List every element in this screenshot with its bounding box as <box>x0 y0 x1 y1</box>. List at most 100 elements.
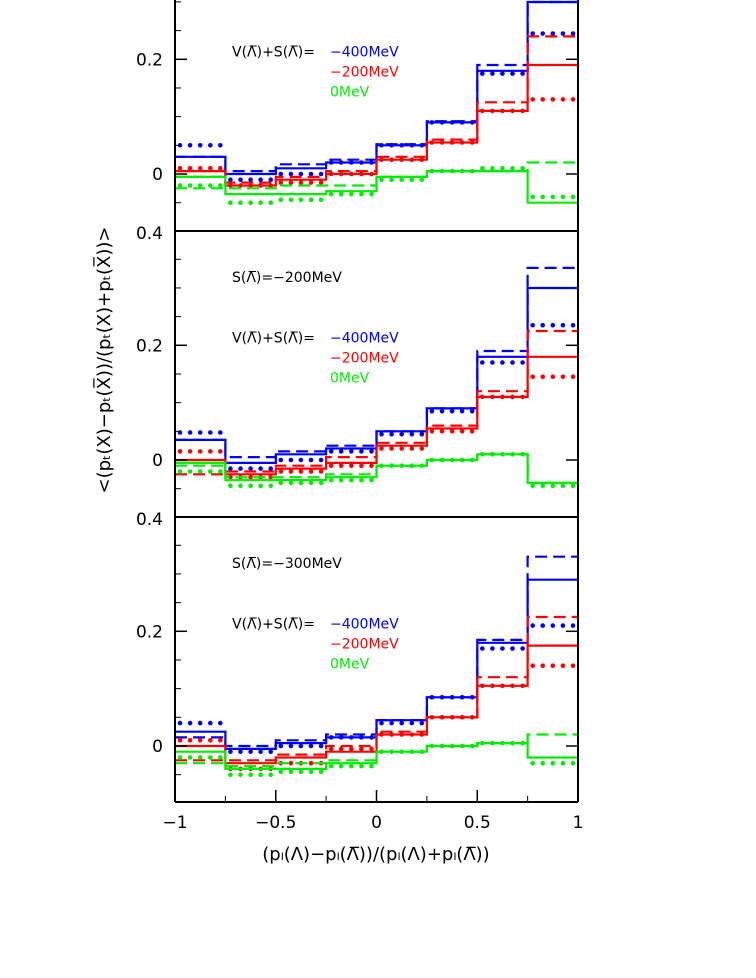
dot-marker <box>328 763 334 769</box>
dot-marker <box>510 108 515 114</box>
dot-marker <box>459 168 465 174</box>
dot-marker <box>208 720 213 726</box>
dot-marker <box>429 695 435 700</box>
dot-marker <box>389 157 394 162</box>
dot-marker <box>338 449 344 454</box>
dot-marker <box>288 197 294 203</box>
dot-marker <box>510 740 515 746</box>
series-line-dashed <box>175 555 578 748</box>
dot-marker <box>208 430 213 435</box>
dot-marker <box>570 483 576 489</box>
legend-prefix: V(Λ̅)+S(Λ̅)= <box>232 330 315 346</box>
legend-entry: −400MeV <box>330 44 399 60</box>
dot-marker <box>197 469 203 474</box>
dot-marker <box>238 200 243 205</box>
dot-marker <box>480 740 485 746</box>
series-line-solid <box>175 578 578 750</box>
dot-marker <box>318 769 324 775</box>
dot-marker <box>288 760 294 766</box>
dot-marker <box>480 452 485 457</box>
dot-marker <box>560 623 566 628</box>
dot-marker <box>369 477 374 483</box>
dot-marker <box>218 430 223 435</box>
dot-marker <box>238 483 243 489</box>
dot-marker <box>228 200 233 205</box>
dot-marker <box>328 171 334 177</box>
dot-marker <box>389 749 394 754</box>
dot-marker <box>268 200 274 205</box>
panel-2: 0 0.2 0.4 S(Λ̅)=−200MeV V(Λ̅)+S(Λ̅)= −400MeV −… <box>136 224 578 490</box>
dot-marker <box>399 431 405 437</box>
dot-marker <box>308 180 314 185</box>
dot-marker <box>570 31 576 36</box>
dot-marker <box>409 446 415 451</box>
dot-marker <box>218 755 223 760</box>
dot-marker <box>490 683 495 689</box>
dot-marker <box>268 183 274 188</box>
dot-marker <box>429 457 435 463</box>
dot-marker <box>550 322 556 328</box>
x-tick-label: 0 <box>371 813 382 833</box>
dot-marker <box>570 623 576 628</box>
dot-marker <box>480 166 485 171</box>
dot-marker <box>369 463 374 469</box>
panel-1: 00.2S(Λ̅)=−100MeVV(Λ̅)+S(Λ̅)=−400MeV−200… <box>136 0 578 205</box>
dot-marker <box>439 409 445 414</box>
dot-marker <box>500 646 505 651</box>
dot-marker <box>268 474 274 480</box>
panels: 00.2S(Λ̅)=−100MeVV(Λ̅)+S(Λ̅)=−400MeV−200… <box>136 0 578 777</box>
dot-marker <box>238 183 243 188</box>
panel-3: 0 0.2 0.4 S(Λ̅)=−300MeV V(Λ̅)+S(Λ̅)= −400MeV −… <box>136 510 578 777</box>
dot-marker <box>409 157 415 162</box>
dot-marker <box>379 143 384 148</box>
dot-marker <box>550 663 556 668</box>
dot-marker <box>490 108 495 114</box>
dot-marker <box>520 683 525 689</box>
dot-marker <box>268 177 274 182</box>
dot-marker <box>399 446 405 451</box>
dot-marker <box>550 483 556 489</box>
dot-marker <box>228 483 233 489</box>
dot-marker <box>228 183 233 188</box>
dot-marker <box>490 394 495 400</box>
dot-marker <box>298 197 304 203</box>
dot-marker <box>197 755 203 760</box>
dot-marker <box>459 120 465 125</box>
dot-marker <box>419 143 425 148</box>
y-tick-label: 0.2 <box>136 50 163 70</box>
dot-marker <box>349 735 354 740</box>
dot-marker <box>359 746 364 752</box>
dot-marker <box>177 469 183 474</box>
dot-marker <box>288 769 294 775</box>
dot-marker <box>278 469 284 474</box>
legend-prefix: V(Λ̅)+S(Λ̅)= <box>232 44 315 60</box>
dot-marker <box>379 431 384 437</box>
dot-marker <box>409 143 415 148</box>
dot-marker <box>540 663 545 668</box>
dot-marker <box>338 735 344 740</box>
dot-marker <box>530 97 535 102</box>
legend-entry: −200MeV <box>330 636 399 652</box>
dot-marker <box>459 715 465 720</box>
dot-marker <box>409 463 415 469</box>
dot-marker <box>359 160 364 165</box>
dot-marker <box>560 374 566 380</box>
dot-marker <box>429 168 435 174</box>
dot-marker <box>570 760 576 766</box>
dot-marker <box>510 394 515 400</box>
dot-marker <box>258 483 263 489</box>
dot-marker <box>500 740 505 746</box>
dot-marker <box>389 463 394 469</box>
dot-marker <box>258 466 263 471</box>
dot-marker <box>500 683 505 689</box>
dot-marker <box>218 720 223 726</box>
dot-marker <box>187 469 193 474</box>
dot-marker <box>399 157 405 162</box>
dot-marker <box>349 746 354 752</box>
dot-marker <box>480 108 485 114</box>
s-label: S(Λ̅)=−200MeV <box>232 270 342 286</box>
series-line-dashed <box>175 266 578 459</box>
dot-marker <box>208 166 213 171</box>
dot-marker <box>570 322 576 328</box>
dot-marker <box>439 715 445 720</box>
